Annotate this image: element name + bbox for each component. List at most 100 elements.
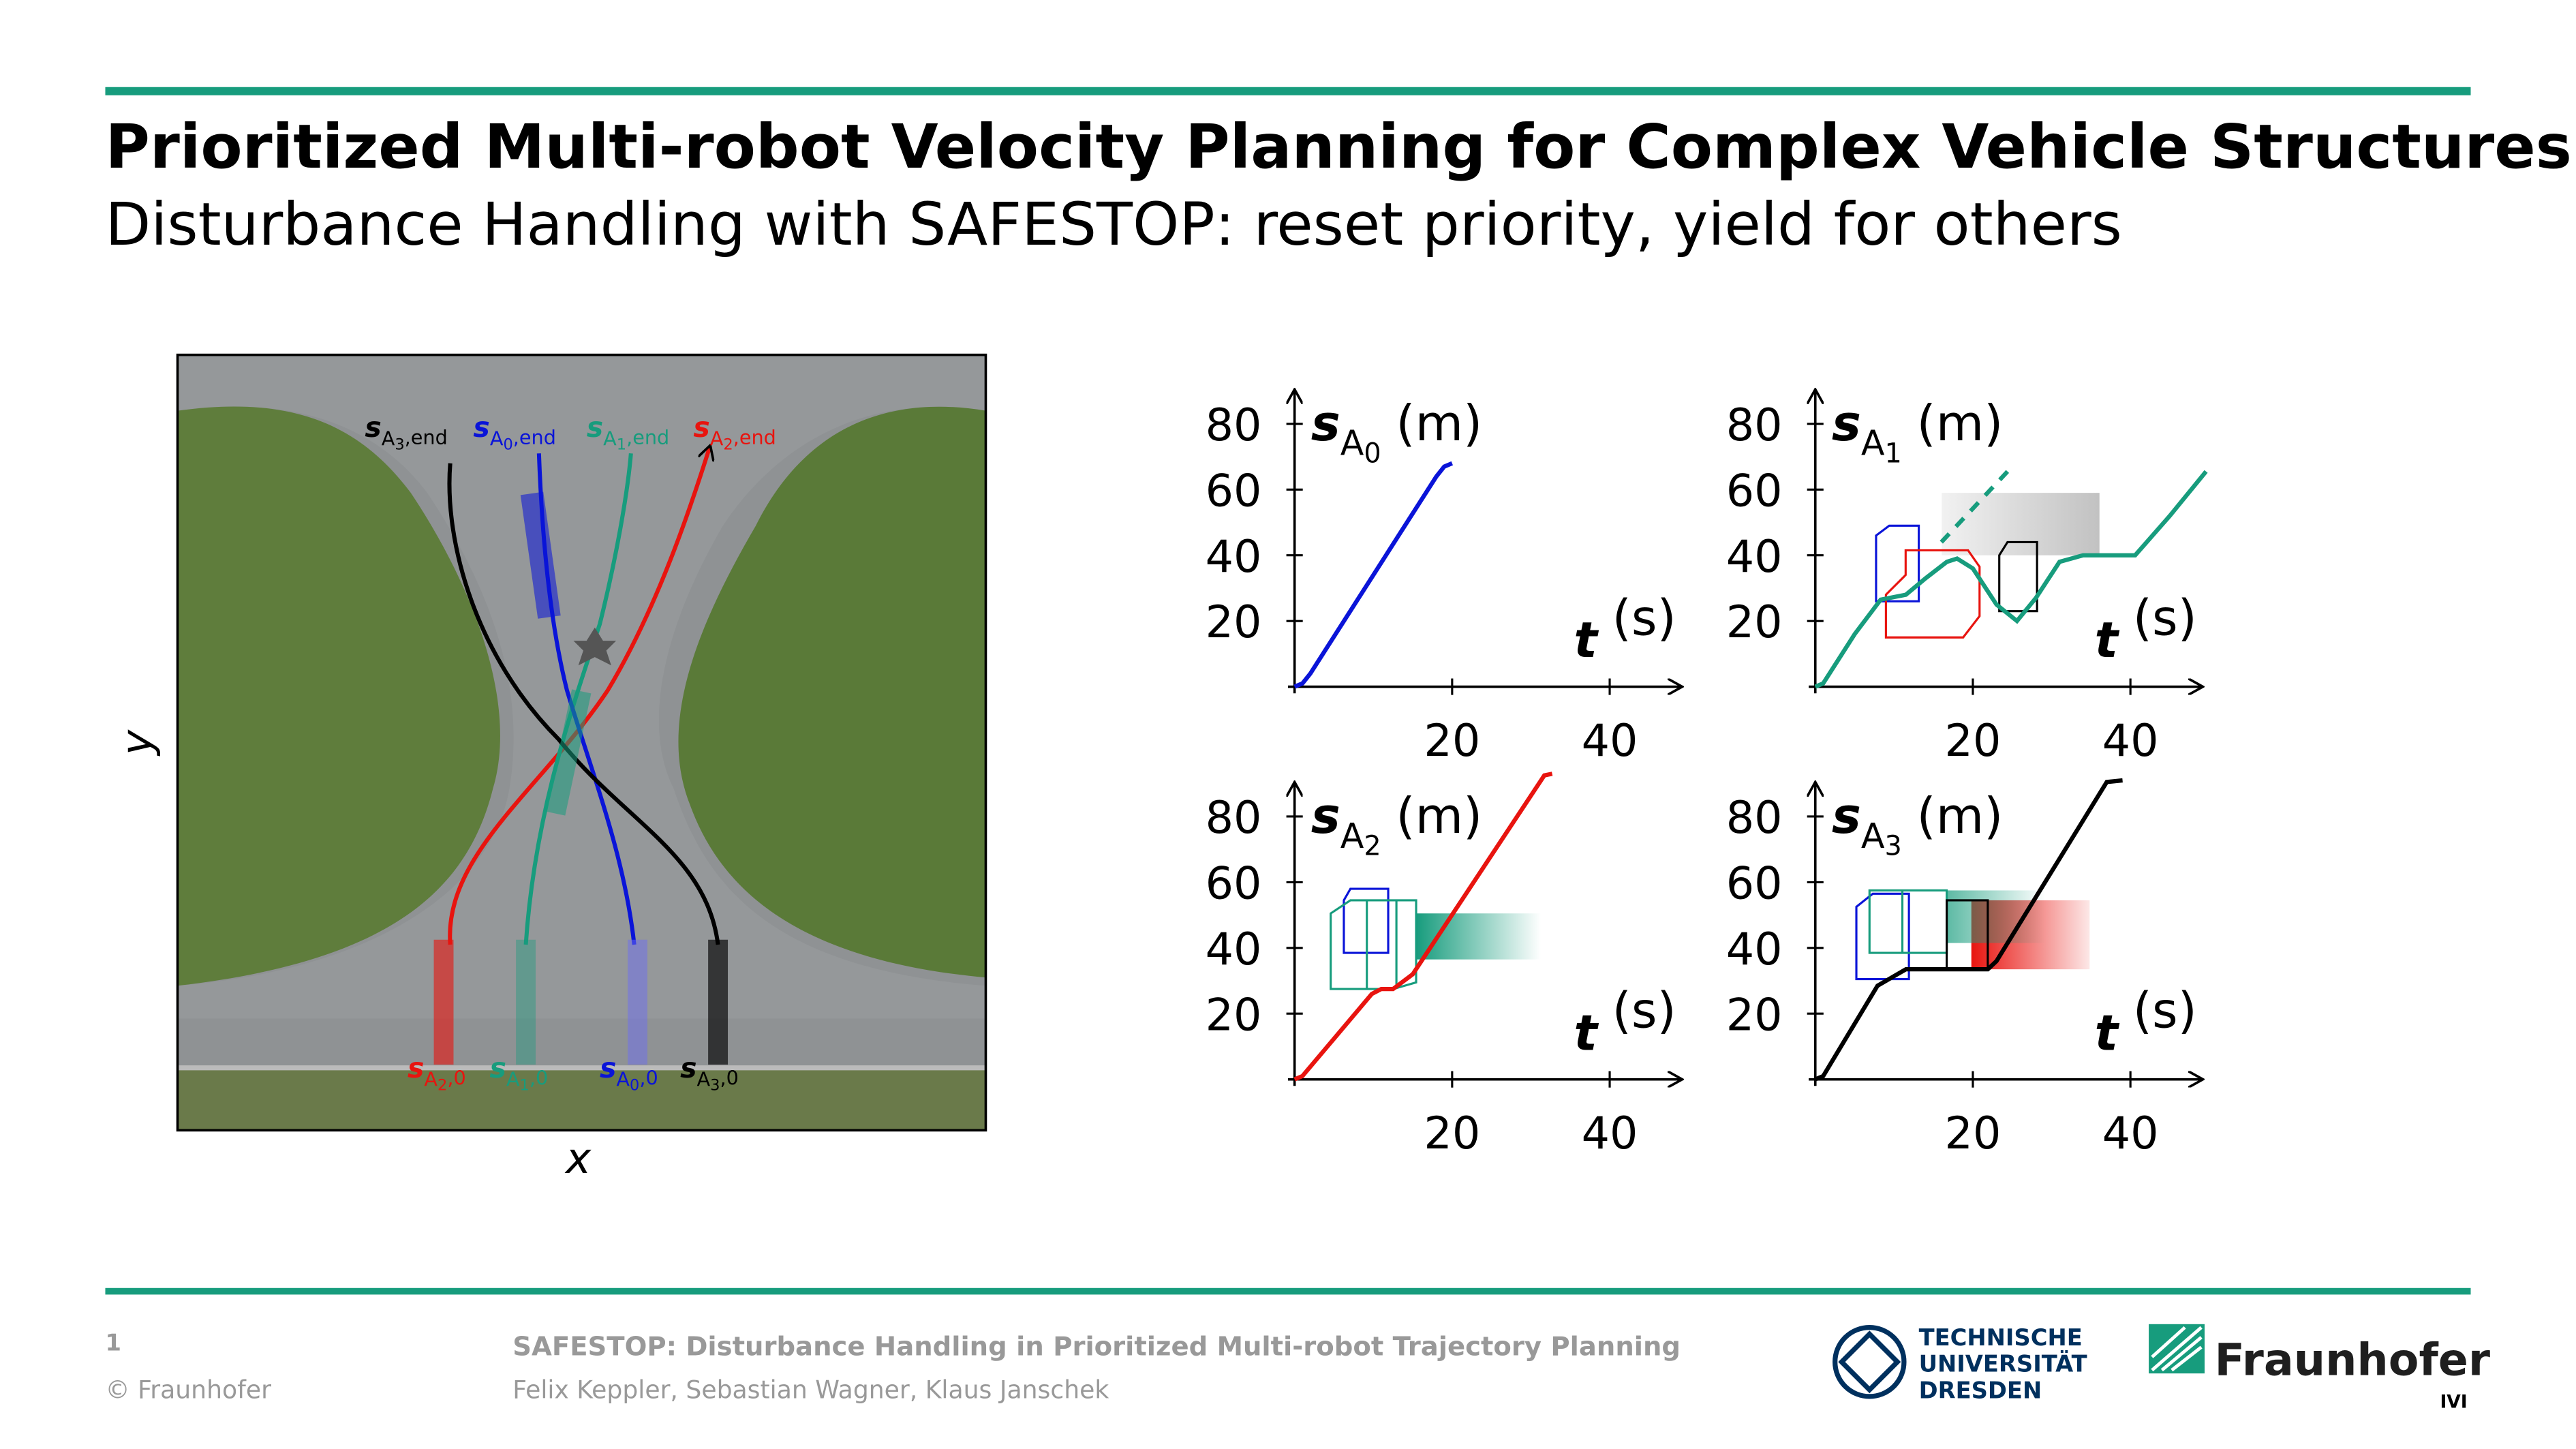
y-tick-label: 20 (1206, 597, 1262, 648)
talk-title: SAFESTOP: Disturbance Handling in Priori… (512, 1332, 1681, 1362)
series-line (1939, 470, 2010, 544)
x-tick-label: 20 (1424, 1108, 1480, 1159)
label-part: ,0 (447, 1066, 465, 1089)
y-tick-label: 40 (1206, 924, 1262, 975)
math-label: t (s) (1574, 983, 1676, 1063)
label-part: ,end (405, 425, 448, 448)
label-part: A (490, 427, 504, 450)
map-x-label: x (564, 1133, 592, 1183)
math-label: sA2,end (693, 411, 776, 453)
label-part: A (506, 1068, 520, 1091)
label-part: ,0 (720, 1066, 738, 1089)
math-label: t (s) (1574, 590, 1676, 670)
label-part: A (1340, 423, 1364, 463)
math-label: sA2 (m) (1311, 788, 1483, 862)
label-part: A (1340, 816, 1364, 856)
label-part: 0 (630, 1077, 639, 1095)
math-label: sA0,0 (600, 1052, 658, 1094)
math-label: sA1,end (587, 411, 669, 453)
label-part: s (587, 411, 603, 444)
tud-logo: TECHNISCHE UNIVERSITÄT DRESDEN (1833, 1324, 2087, 1403)
x-tick-label: 20 (1945, 1108, 2002, 1159)
label-part: ,end (626, 425, 669, 448)
map-frame (176, 353, 987, 1132)
map-image (177, 354, 986, 1131)
math-label: sA3,end (365, 411, 447, 453)
math-label: sA1 (m) (1832, 395, 2004, 470)
label-part: s (408, 1052, 424, 1084)
label-part: 1 (617, 436, 626, 454)
y-tick-label: 20 (1726, 597, 1783, 648)
math-label: t (s) (2095, 983, 2197, 1063)
label-part: A (697, 1068, 711, 1091)
label-part: 0 (1364, 438, 1381, 470)
y-tick-label: 80 (1726, 400, 1783, 451)
label-part: 0 (503, 436, 512, 454)
label-part: (s) (2133, 983, 2197, 1040)
label-part: (s) (1612, 983, 1676, 1040)
math-label: sA3 (m) (1832, 788, 2004, 862)
series-line (1293, 461, 1454, 689)
x-tick-label: 40 (2102, 1108, 2159, 1159)
y-tick-label: 80 (1206, 793, 1262, 844)
authors: Felix Keppler, Sebastian Wagner, Klaus J… (512, 1375, 1109, 1404)
subtitle: Disturbance Handling with SAFESTOP: rese… (105, 190, 2121, 259)
label-part: t (1574, 1005, 1599, 1062)
series-line (1293, 772, 1553, 1082)
label-part: 3 (710, 1077, 720, 1095)
math-label: sA3,0 (680, 1052, 739, 1094)
y-tick-label: 60 (1206, 859, 1262, 910)
label-part: ,0 (530, 1066, 548, 1089)
label-part: s (693, 411, 709, 444)
top-rule (105, 87, 2471, 95)
y-tick-label: 20 (1726, 990, 1783, 1041)
series-line (1814, 778, 2123, 1082)
y-tick-label: 40 (1726, 532, 1783, 583)
y-tick-label: 40 (1726, 924, 1783, 975)
label-part: t (2095, 1005, 2120, 1062)
label-part: 2 (723, 436, 733, 454)
fraunhofer-logo: Fraunhofer IVI (2149, 1324, 2490, 1413)
x-tick-label: 40 (2102, 716, 2159, 767)
label-part: ,end (513, 425, 556, 448)
map-y-label: y (112, 729, 162, 757)
label-part: t (1574, 612, 1599, 669)
label-part: s (473, 411, 489, 444)
label-part: s (680, 1052, 696, 1084)
page-number: 1 (105, 1329, 121, 1356)
math-label: t (s) (2095, 590, 2197, 670)
fraunhofer-word: Fraunhofer (2214, 1335, 2490, 1386)
label-part: s (365, 411, 381, 444)
series-line (1814, 470, 2208, 689)
label-part: A (382, 427, 395, 450)
label-part: (s) (1612, 590, 1676, 647)
institute: IVI (2440, 1392, 2467, 1413)
label-part: s (1832, 788, 1861, 845)
tud-line: UNIVERSITÄT (1919, 1350, 2087, 1377)
x-tick-label: 20 (1424, 716, 1480, 767)
label-part: (m) (1396, 788, 1482, 845)
label-part: 3 (395, 436, 404, 454)
label-part: (m) (1917, 788, 2004, 845)
label-part: 1 (1885, 438, 1902, 470)
label-part: (m) (1396, 395, 1482, 453)
label-part: ,end (733, 425, 776, 448)
y-tick-label: 60 (1726, 466, 1783, 517)
label-part: A (1861, 816, 1885, 856)
label-part: s (600, 1052, 616, 1084)
label-part: A (1861, 423, 1885, 463)
label-part: 2 (438, 1077, 447, 1095)
copyright: © Fraunhofer (105, 1375, 271, 1404)
label-part: t (2095, 612, 2120, 669)
label-part: 3 (1885, 831, 1902, 862)
math-label: sA0,end (473, 411, 555, 453)
label-part: s (1311, 788, 1340, 845)
y-tick-label: 80 (1726, 793, 1783, 844)
obstacle-regions (1330, 493, 2100, 990)
label-part: s (1832, 395, 1861, 453)
x-tick-label: 40 (1582, 716, 1638, 767)
label-part: A (603, 427, 617, 450)
label-part: A (616, 1068, 630, 1091)
label-part: 2 (1364, 831, 1381, 862)
